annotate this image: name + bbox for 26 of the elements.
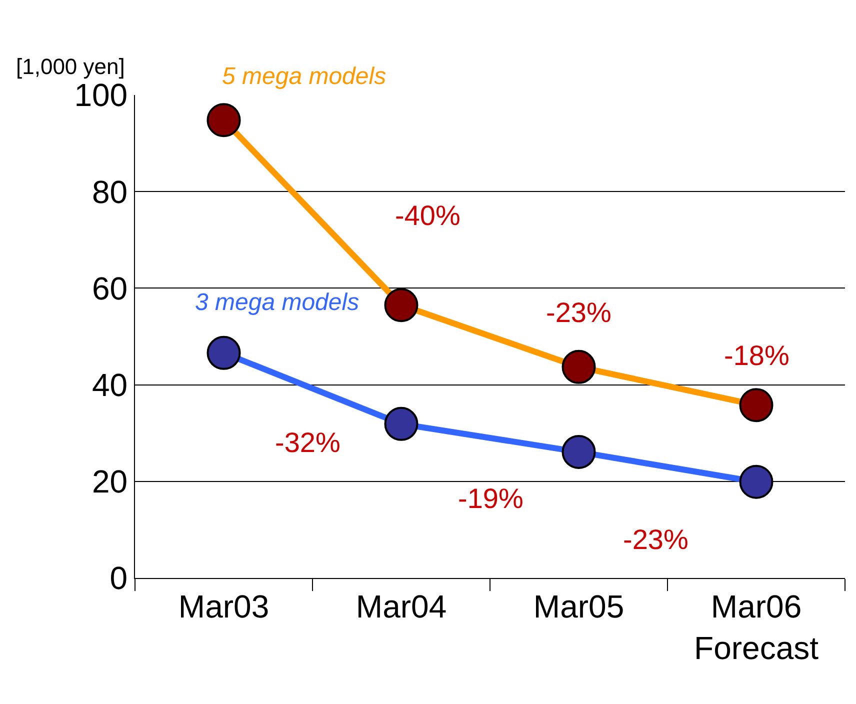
point bbox=[206, 336, 241, 370]
y-tick-label: 80 bbox=[92, 174, 128, 210]
annotation: -32% bbox=[275, 427, 340, 458]
point bbox=[384, 288, 418, 322]
series-label: 3 mega models bbox=[195, 289, 360, 316]
x-tick-label: Mar04 bbox=[356, 588, 447, 624]
annotation: -23% bbox=[546, 297, 612, 328]
annotation: -40% bbox=[395, 200, 460, 231]
annotation: -19% bbox=[458, 483, 524, 514]
point bbox=[206, 103, 241, 138]
x-tick-label: Mar05 bbox=[533, 588, 624, 624]
y-tick-label: 60 bbox=[92, 270, 128, 306]
point bbox=[739, 388, 774, 422]
series-label: 5 mega models bbox=[222, 63, 386, 90]
point bbox=[739, 464, 774, 499]
point bbox=[562, 350, 596, 384]
point bbox=[562, 434, 596, 469]
x-tick-label: Mar03 bbox=[178, 588, 270, 624]
y-tick-label: 0 bbox=[110, 560, 128, 596]
y-tick-label: 40 bbox=[92, 367, 128, 403]
point bbox=[384, 406, 418, 441]
y-tick-label: 20 bbox=[92, 464, 128, 500]
annotation: -23% bbox=[623, 524, 688, 555]
x-tick-label: Mar06 Forecast bbox=[694, 588, 819, 666]
annotation: -18% bbox=[724, 340, 790, 371]
y-axis-title: [1,000 yen] bbox=[16, 54, 125, 79]
